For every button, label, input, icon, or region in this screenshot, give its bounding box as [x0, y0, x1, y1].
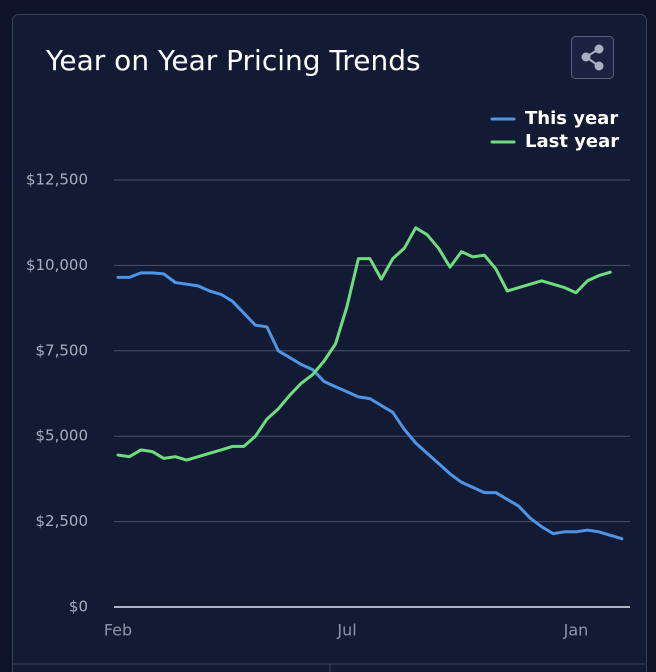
y-tick-label: $10,000	[26, 256, 88, 274]
y-tick-label: $5,000	[36, 427, 89, 445]
y-tick-label: $7,500	[36, 341, 89, 359]
legend-label: This year	[525, 108, 618, 129]
y-tick-label: $0	[69, 598, 88, 616]
share-icon[interactable]	[581, 44, 604, 71]
y-tick-label: $12,500	[26, 171, 88, 189]
chart-title: Year on Year Pricing Trends	[45, 44, 421, 77]
share-button-frame[interactable]	[571, 36, 614, 79]
series-line	[116, 226, 612, 462]
card	[12, 14, 647, 672]
share-button[interactable]	[571, 36, 614, 79]
series-line	[116, 271, 624, 541]
legend-label: Last year	[525, 131, 619, 152]
y-tick-label: $2,500	[36, 512, 89, 530]
x-tick-label: Feb	[104, 621, 132, 640]
x-tick-label: Jan	[563, 621, 589, 640]
x-tick-label: Jul	[336, 621, 356, 640]
